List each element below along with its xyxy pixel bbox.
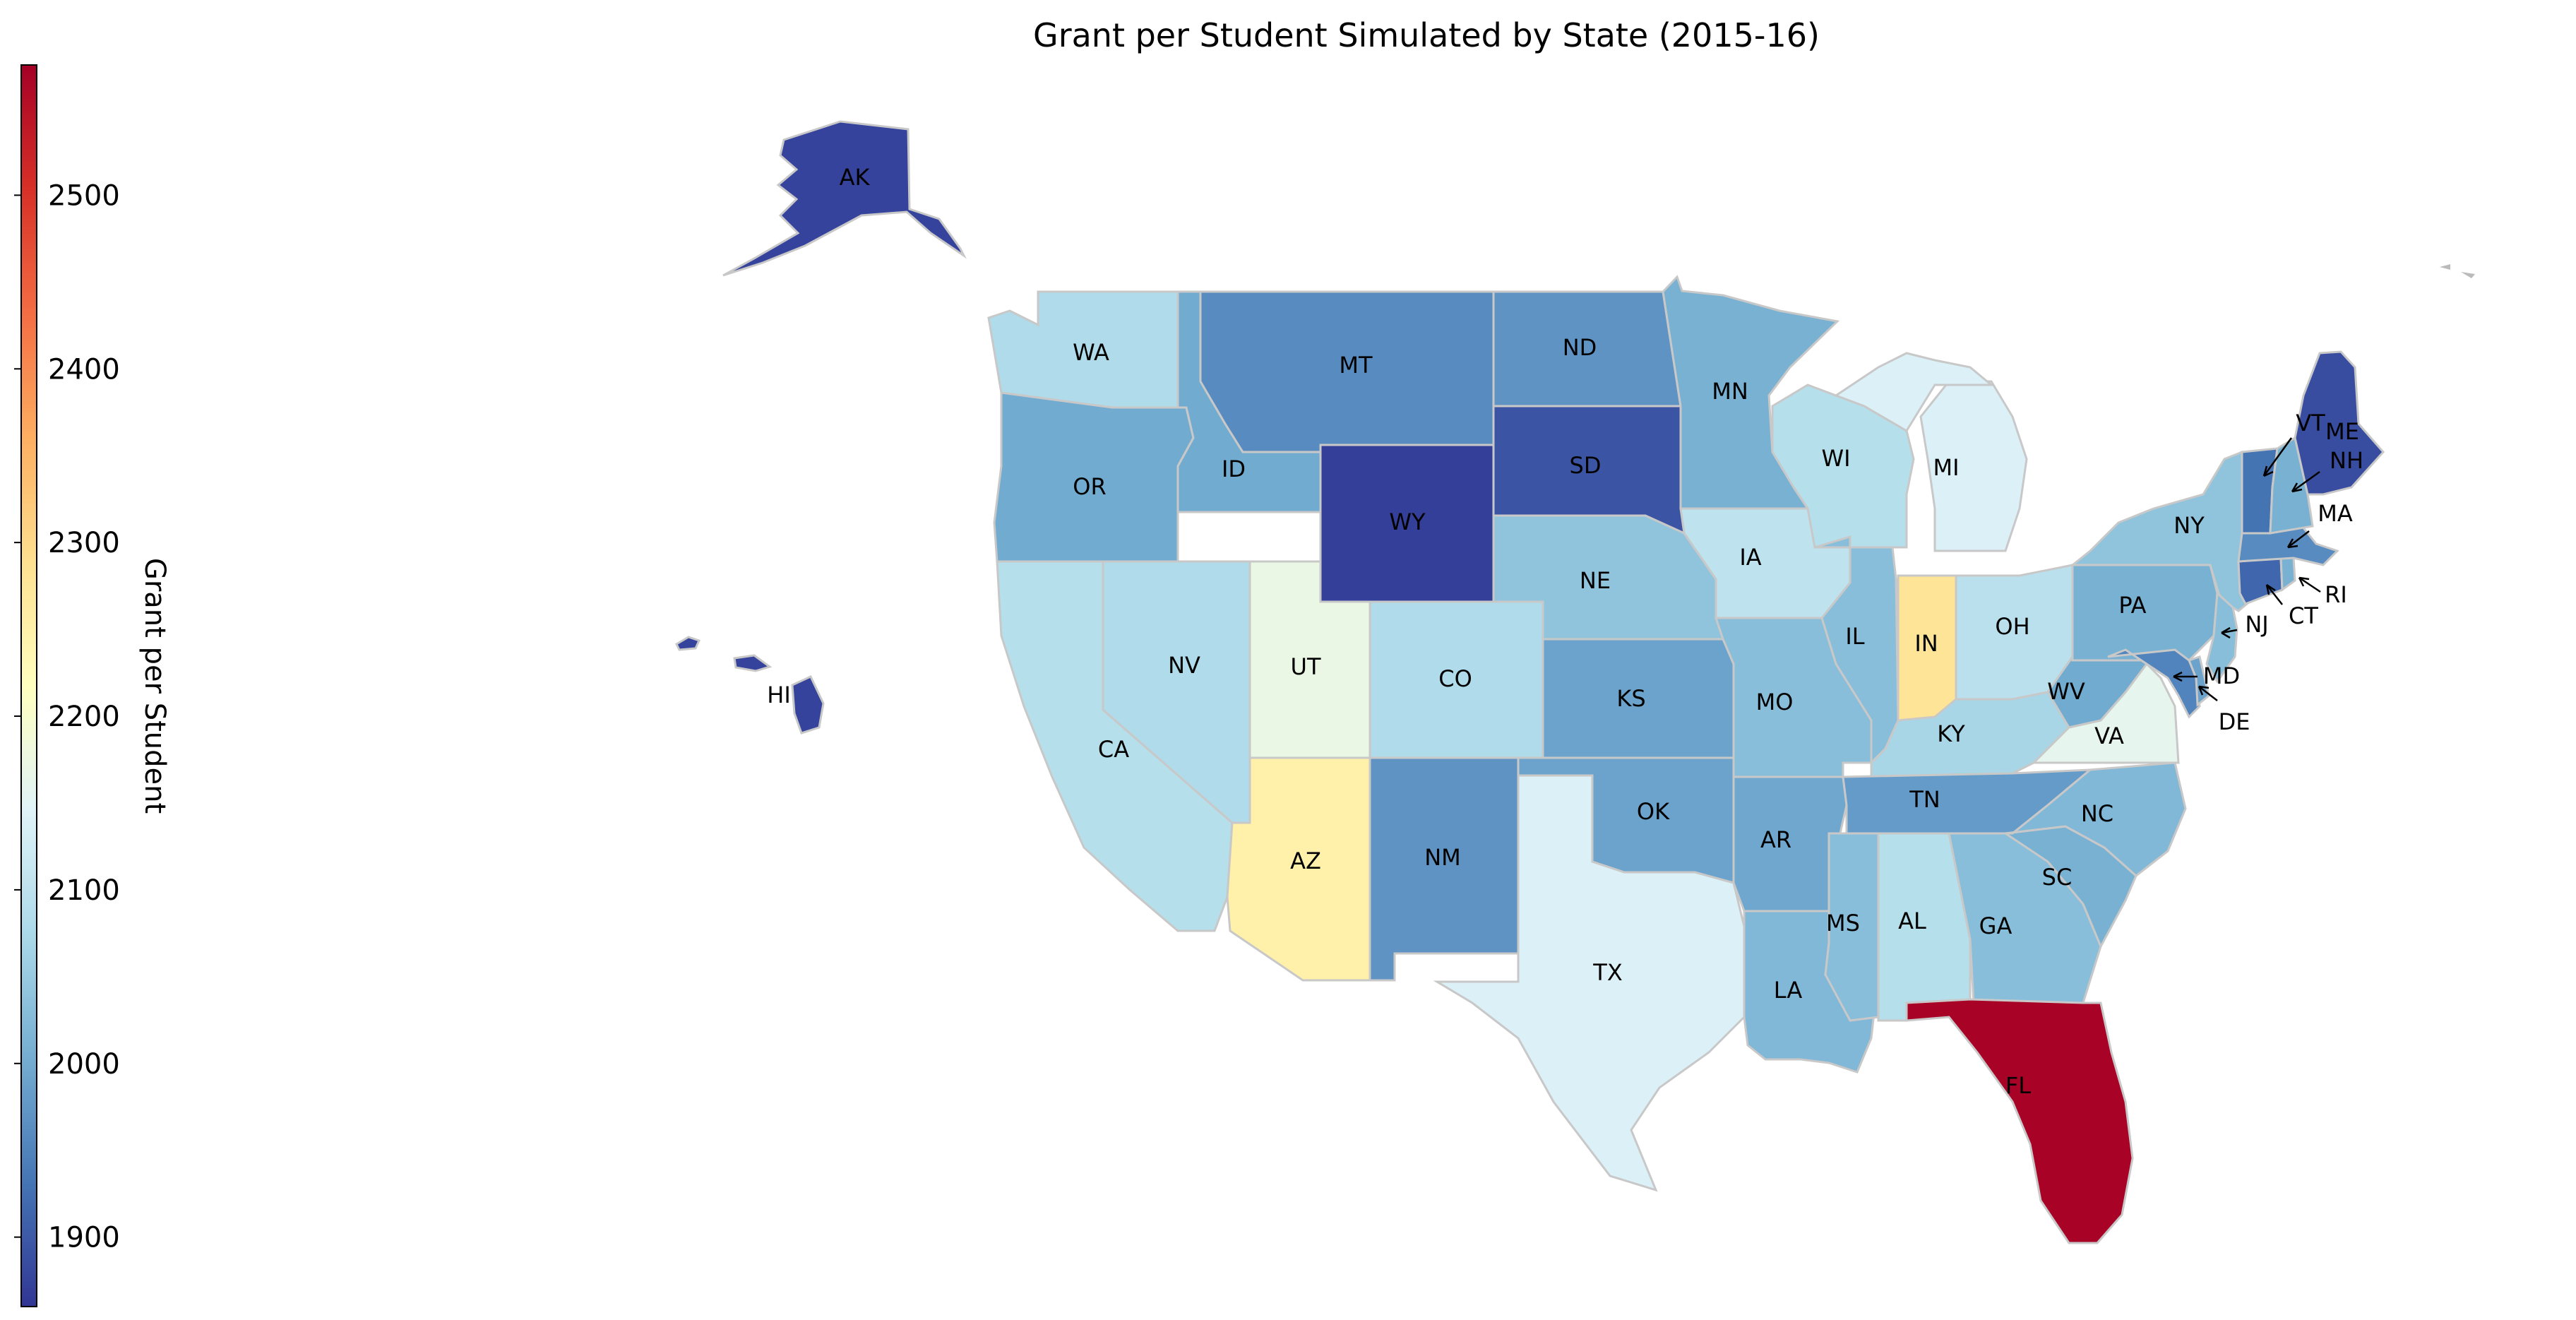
state-label-wy: WY	[1389, 509, 1426, 535]
state-label-in: IN	[1914, 630, 1938, 657]
colorbar-bar	[20, 64, 37, 1307]
colorbar-tick-label: 2300	[48, 527, 120, 559]
state-nj[interactable]	[2205, 590, 2238, 684]
colorbar-tick-label: 2400	[48, 353, 120, 386]
state-label-vt: VT	[2296, 410, 2325, 436]
far-islands	[2440, 264, 2475, 278]
state-label-ut: UT	[1291, 653, 1321, 680]
state-label-va: VA	[2094, 723, 2124, 749]
state-nc[interactable]	[2005, 761, 2187, 877]
state-md[interactable]	[2107, 648, 2201, 719]
state-label-ne: NE	[1580, 567, 1611, 594]
state-layer	[675, 120, 2385, 1244]
colorbar-tick-label: 2100	[48, 874, 120, 907]
state-label-md: MD	[2203, 662, 2240, 689]
state-label-ok: OK	[1637, 798, 1670, 825]
state-label-ct: CT	[2289, 602, 2318, 629]
state-labels: AK HI WA OR CA ID NV UT AZ MT WY CO NM N…	[767, 164, 2363, 1099]
colorbar: 1900 2000 2100 2200 2300 2400 2500 Grant per S…	[14, 64, 171, 1307]
state-label-ms: MS	[1826, 910, 1860, 937]
state-label-hi: HI	[767, 682, 791, 708]
state-label-fl: FL	[2005, 1072, 2031, 1099]
colorbar-label: Grant per Student	[138, 558, 171, 814]
state-label-oh: OH	[1995, 613, 2029, 640]
colorbar-tick-label: 2500	[48, 179, 120, 212]
state-label-nm: NM	[1424, 844, 1461, 871]
state-label-mn: MN	[1712, 378, 1748, 405]
state-label-tx: TX	[1592, 959, 1622, 986]
state-label-sd: SD	[1570, 452, 1602, 479]
state-label-wi: WI	[1821, 445, 1850, 472]
state-label-ak: AK	[840, 164, 871, 191]
state-label-me: ME	[2325, 418, 2359, 445]
state-label-ma: MA	[2318, 500, 2353, 527]
state-de[interactable]	[2188, 655, 2210, 708]
state-il[interactable]	[1814, 535, 1900, 766]
state-label-az: AZ	[1290, 848, 1321, 874]
state-label-ny: NY	[2174, 512, 2205, 539]
state-label-tn: TN	[1909, 786, 1940, 813]
state-label-ga: GA	[1979, 912, 2012, 939]
state-me[interactable]	[2294, 350, 2385, 496]
state-label-ar: AR	[1760, 826, 1791, 853]
state-label-mt: MT	[1339, 352, 1373, 379]
state-label-ca: CA	[1098, 736, 1129, 763]
state-label-pa: PA	[2118, 592, 2146, 619]
state-label-nj: NJ	[2245, 611, 2268, 638]
colorbar-tick-label: 2000	[48, 1048, 120, 1081]
state-hi-islands	[675, 636, 773, 672]
colorbar-tick-label: 2200	[48, 701, 120, 733]
state-ma[interactable]	[2237, 525, 2339, 566]
state-label-wa: WA	[1073, 339, 1109, 366]
state-label-mi: MI	[1933, 454, 1959, 481]
state-label-de: DE	[2219, 708, 2250, 735]
state-label-ks: KS	[1616, 685, 1645, 712]
state-label-nd: ND	[1563, 334, 1597, 361]
state-label-nc: NC	[2081, 800, 2113, 827]
state-label-mo: MO	[1756, 689, 1794, 715]
colorbar-tick-label: 1900	[48, 1222, 120, 1254]
state-label-il: IL	[1845, 623, 1864, 650]
state-label-sc: SC	[2042, 864, 2073, 891]
state-label-ky: KY	[1937, 720, 1965, 747]
state-label-or: OR	[1073, 473, 1106, 500]
state-label-wv: WV	[2047, 678, 2085, 705]
state-hi[interactable]	[791, 675, 825, 735]
state-ri[interactable]	[2279, 557, 2296, 592]
colorbar-ticks: 1900 2000 2100 2200 2300 2400 2500	[14, 179, 120, 1254]
state-label-la: LA	[1774, 977, 1803, 1004]
state-tx[interactable]	[1433, 774, 1747, 1192]
label-leader-lines	[2173, 437, 2321, 701]
state-label-ri: RI	[2325, 581, 2347, 608]
state-label-ia: IA	[1739, 544, 1761, 571]
state-label-co: CO	[1438, 665, 1472, 692]
chart-title: Grant per Student Simulated by State (20…	[1033, 16, 1820, 54]
state-ak[interactable]	[722, 120, 967, 277]
state-label-al: AL	[1898, 908, 1926, 934]
state-label-id: ID	[1222, 456, 1246, 482]
state-mi-upper	[1833, 352, 1995, 433]
state-label-nv: NV	[1168, 652, 1200, 679]
state-fl[interactable]	[1905, 998, 2134, 1244]
state-label-nh: NH	[2330, 447, 2363, 474]
